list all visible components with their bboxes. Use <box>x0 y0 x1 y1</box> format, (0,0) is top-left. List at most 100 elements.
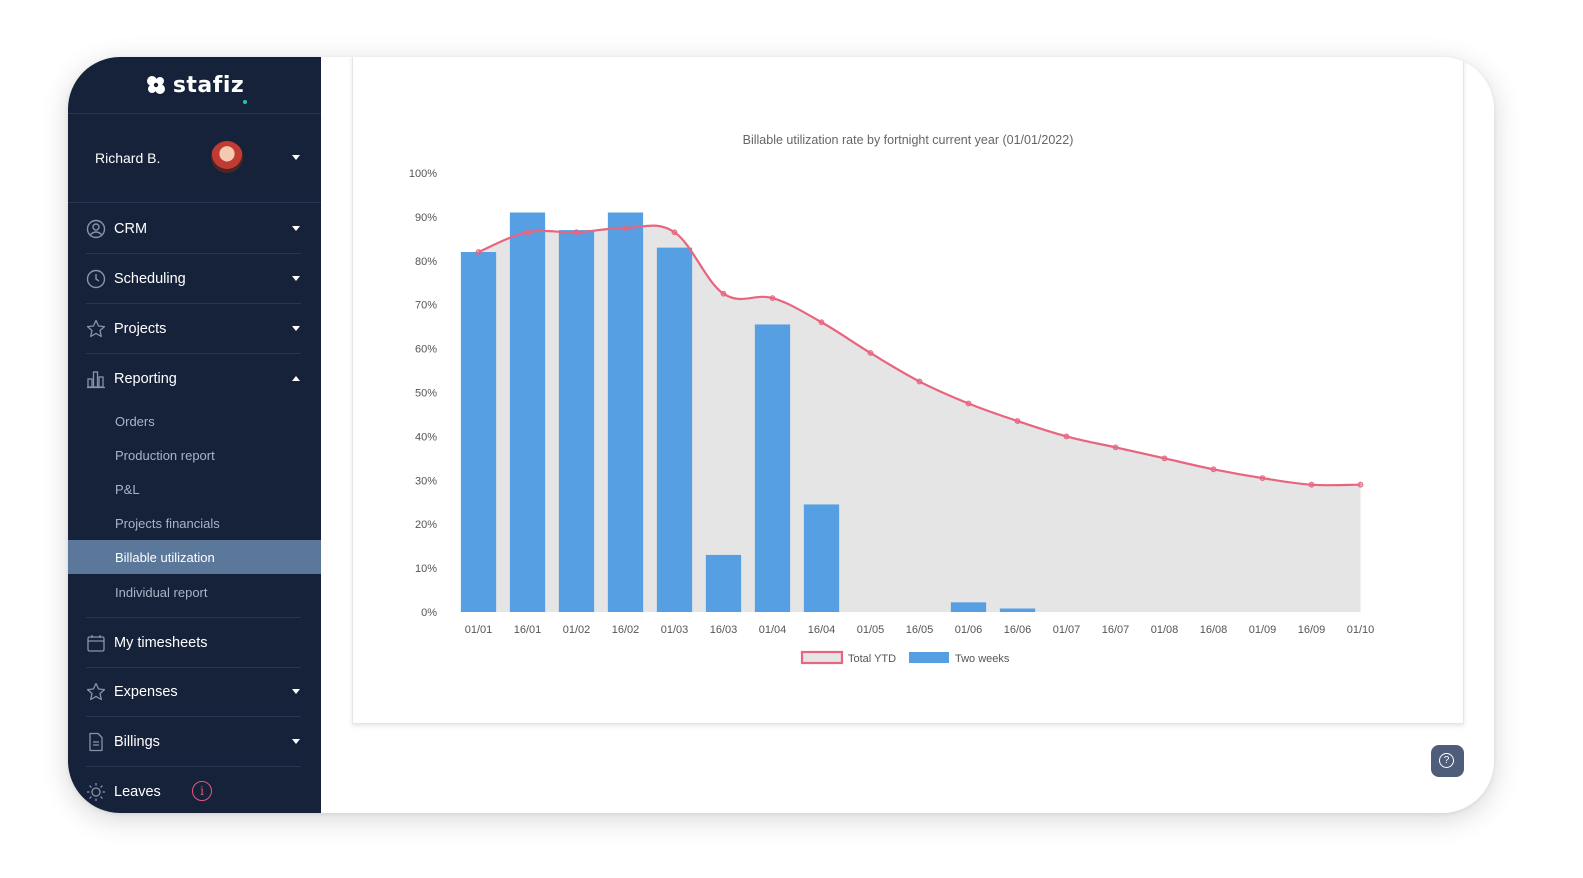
avatar[interactable] <box>211 141 243 173</box>
sidebar-subitem-projects-financials[interactable]: Projects financials <box>115 516 220 531</box>
stafiz-logo-icon <box>146 76 165 94</box>
y-tick-label: 100% <box>409 168 437 180</box>
x-tick-label: 01/04 <box>759 624 787 636</box>
sidebar-item-label: CRM <box>114 221 148 237</box>
sidebar-item-reporting[interactable]: Reporting <box>86 354 301 403</box>
sidebar-subitem-orders[interactable]: Orders <box>115 414 155 429</box>
sun-icon <box>87 783 105 801</box>
chevron-down-icon[interactable] <box>292 276 300 281</box>
sidebar-item-scheduling[interactable]: Scheduling <box>86 254 301 304</box>
x-tick-label: 01/02 <box>563 624 591 636</box>
chart-card: Billable utilization rate by fortnight c… <box>352 57 1464 724</box>
user-name: Richard B. <box>95 150 161 166</box>
sidebar-item-billings[interactable]: Billings <box>86 717 301 767</box>
app-window: stafiz Richard B. CRM Scheduling Project… <box>68 57 1494 813</box>
total-ytd-point <box>818 319 825 326</box>
x-tick-label: 16/05 <box>906 624 934 636</box>
utilization-chart: 0% 10% 20% 30% 40% 50% 60% 70% 80% 90% 100% 01/01 16… <box>409 168 1375 665</box>
x-tick-label: 16/02 <box>612 624 640 636</box>
info-icon[interactable]: i <box>192 781 212 801</box>
two-weeks-bar <box>803 504 840 612</box>
two-weeks-bar <box>950 602 987 612</box>
total-ytd-area <box>478 225 1361 613</box>
y-tick-label: 50% <box>415 388 437 400</box>
user-menu[interactable]: Richard B. <box>68 114 321 203</box>
two-weeks-bar <box>999 608 1036 612</box>
sidebar-subitem-individual-report[interactable]: Individual report <box>115 585 208 600</box>
star-icon <box>86 682 106 701</box>
total-ytd-point <box>965 400 972 407</box>
clock-icon <box>86 269 106 289</box>
star-icon <box>86 319 106 338</box>
total-ytd-point <box>1357 481 1364 488</box>
chevron-down-icon[interactable] <box>292 739 300 744</box>
x-tick-label: 16/07 <box>1102 624 1130 636</box>
sidebar-subitem-production-report[interactable]: Production report <box>115 448 215 463</box>
help-button[interactable]: ? <box>1431 745 1464 777</box>
chevron-down-icon[interactable] <box>292 226 300 231</box>
total-ytd-point <box>524 229 531 236</box>
total-ytd-point <box>1112 444 1119 451</box>
sidebar: stafiz Richard B. CRM Scheduling Project… <box>68 57 321 813</box>
total-ytd-point <box>475 249 482 255</box>
chevron-up-icon[interactable] <box>292 376 300 381</box>
x-tick-label: 01/10 <box>1347 624 1375 636</box>
y-tick-label: 40% <box>415 431 437 443</box>
bar-chart-icon <box>87 371 105 389</box>
y-tick-label: 70% <box>415 300 437 312</box>
total-ytd-point <box>769 295 776 302</box>
sidebar-item-label: Expenses <box>114 684 178 700</box>
logo-text: stafiz <box>173 73 247 104</box>
chevron-down-icon[interactable] <box>292 155 300 160</box>
y-tick-label: 10% <box>415 563 437 575</box>
sidebar-item-label: Leaves <box>114 784 161 800</box>
sidebar-item-expenses[interactable]: Expenses <box>86 667 301 717</box>
x-tick-label: 01/01 <box>465 624 493 636</box>
x-tick-label: 16/01 <box>514 624 542 636</box>
sidebar-subitem-pl[interactable]: P&L <box>115 482 140 497</box>
x-tick-label: 16/06 <box>1004 624 1032 636</box>
x-tick-label: 16/09 <box>1298 624 1326 636</box>
x-tick-label: 01/07 <box>1053 624 1081 636</box>
two-weeks-bar <box>656 247 693 612</box>
sidebar-item-label: My timesheets <box>114 635 208 651</box>
main-content: Billable utilization rate by fortnight c… <box>321 57 1494 813</box>
y-tick-label: 20% <box>415 519 437 531</box>
sidebar-subitem-label: Billable utilization <box>115 550 215 565</box>
two-weeks-bar <box>460 252 497 612</box>
x-tick-label: 01/06 <box>955 624 983 636</box>
two-weeks-bar <box>607 212 644 612</box>
two-weeks-bar <box>509 212 546 612</box>
sidebar-item-projects[interactable]: Projects <box>86 304 301 354</box>
sidebar-item-crm[interactable]: CRM <box>86 204 301 254</box>
y-tick-label: 60% <box>415 344 437 356</box>
sidebar-item-leaves[interactable]: Leaves i <box>86 767 301 813</box>
total-ytd-point <box>1014 418 1021 424</box>
legend-total-ytd-label: Total YTD <box>848 653 896 665</box>
total-ytd-point <box>573 229 580 236</box>
legend-two-weeks-label: Two weeks <box>955 653 1010 665</box>
sidebar-item-timesheets[interactable]: My timesheets <box>86 617 301 668</box>
x-tick-label: 16/08 <box>1200 624 1228 636</box>
document-icon <box>89 732 103 752</box>
sidebar-subitem-billable-utilization[interactable]: Billable utilization <box>68 540 321 574</box>
two-weeks-bar <box>705 554 742 612</box>
total-ytd-point <box>622 224 629 231</box>
x-tick-label: 01/03 <box>661 624 689 636</box>
y-tick-label: 30% <box>415 475 437 487</box>
total-ytd-point <box>1063 433 1070 440</box>
total-ytd-point <box>1259 475 1266 482</box>
legend-two-weeks-swatch <box>909 652 949 663</box>
total-ytd-point <box>1308 481 1315 488</box>
y-tick-label: 90% <box>415 212 437 224</box>
total-ytd-point <box>867 350 874 356</box>
chevron-down-icon[interactable] <box>292 326 300 331</box>
logo[interactable]: stafiz <box>68 57 321 114</box>
total-ytd-point <box>916 378 923 385</box>
x-tick-label: 16/04 <box>808 624 836 636</box>
user-circle-icon <box>86 219 106 239</box>
sidebar-item-label: Reporting <box>114 371 177 387</box>
chevron-down-icon[interactable] <box>292 689 300 694</box>
help-icon: ? <box>1439 753 1454 768</box>
total-ytd-point <box>671 229 678 236</box>
